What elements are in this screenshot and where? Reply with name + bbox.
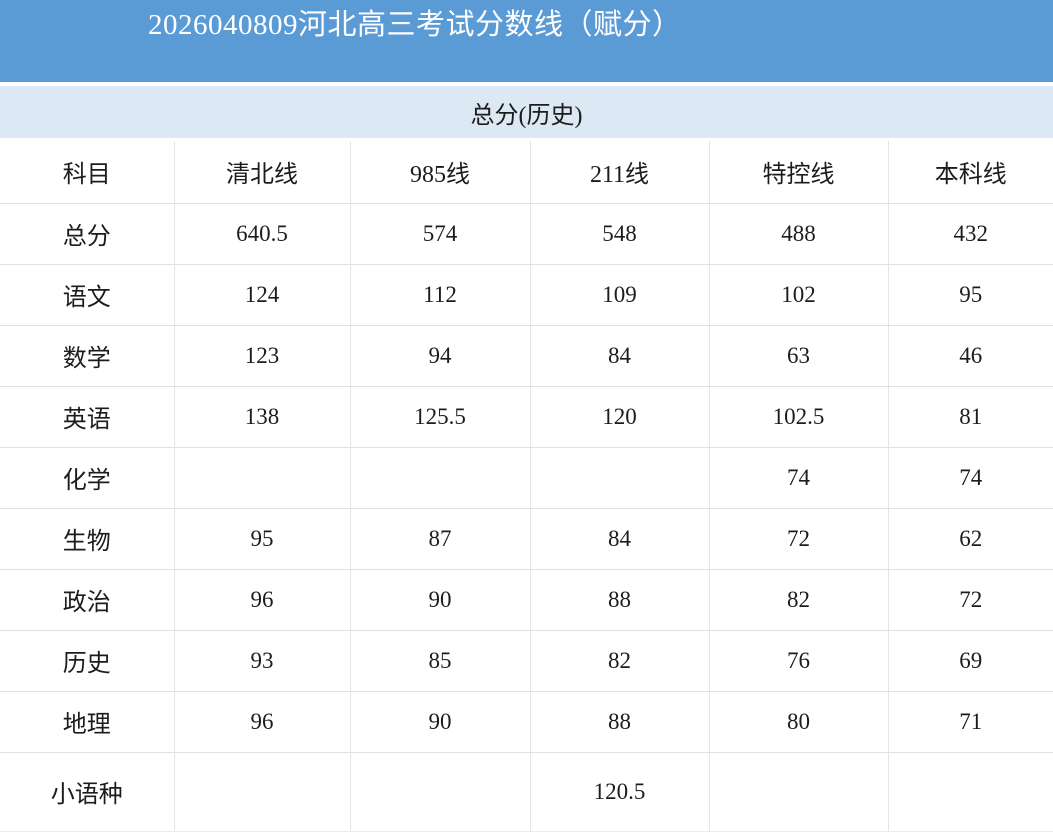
score-cell: 88	[530, 691, 710, 753]
score-cell: 94	[350, 325, 531, 387]
score-cell: 84	[530, 508, 710, 570]
table-row: 地理 96 90 88 80 71	[0, 691, 1053, 753]
score-cell: 640.5	[174, 203, 351, 265]
category-banner: 总分(历史)	[0, 86, 1053, 138]
score-cell: 123	[174, 325, 351, 387]
table-row: 数学 123 94 84 63 46	[0, 325, 1053, 387]
table-row: 小语种 120.5	[0, 752, 1053, 832]
score-table: 科目 清北线 985线 211线 特控线 本科线 总分 640.5 574 548 488 432 语…	[0, 141, 1053, 832]
score-cell: 93	[174, 630, 351, 692]
score-cell: 85	[350, 630, 531, 692]
score-cell: 125.5	[350, 386, 531, 448]
score-cell: 46	[888, 325, 1053, 387]
score-cell: 120.5	[530, 752, 710, 832]
column-header: 科目	[0, 141, 175, 204]
score-cell	[888, 752, 1053, 832]
header-row: 科目 清北线 985线 211线 特控线 本科线	[0, 141, 1053, 204]
subject-cell: 语文	[0, 264, 175, 326]
score-cell	[709, 752, 889, 832]
score-cell: 72	[888, 569, 1053, 631]
score-cell: 102.5	[709, 386, 889, 448]
table-body: 总分 640.5 574 548 488 432 语文 124 112 109 102 95 数学 123…	[0, 203, 1053, 832]
score-cell: 96	[174, 691, 351, 753]
table-row: 英语 138 125.5 120 102.5 81	[0, 386, 1053, 448]
score-cell: 76	[709, 630, 889, 692]
score-cell: 82	[530, 630, 710, 692]
score-cell	[174, 752, 351, 832]
score-cell	[174, 447, 351, 509]
table-row: 化学 74 74	[0, 447, 1053, 509]
score-cell: 62	[888, 508, 1053, 570]
score-cell: 87	[350, 508, 531, 570]
subject-cell: 数学	[0, 325, 175, 387]
score-cell	[350, 752, 531, 832]
score-cell: 109	[530, 264, 710, 326]
subject-cell: 化学	[0, 447, 175, 509]
column-header: 特控线	[709, 141, 889, 204]
score-cell: 95	[174, 508, 351, 570]
score-cell: 63	[709, 325, 889, 387]
score-cell: 90	[350, 691, 531, 753]
subject-cell: 英语	[0, 386, 175, 448]
column-header: 本科线	[888, 141, 1053, 204]
table-row: 生物 95 87 84 72 62	[0, 508, 1053, 570]
score-cell: 71	[888, 691, 1053, 753]
subject-cell: 政治	[0, 569, 175, 631]
column-header: 211线	[530, 141, 710, 204]
page-title: 2026040809河北高三考试分数线（赋分）	[148, 9, 682, 41]
score-cell: 69	[888, 630, 1053, 692]
score-cell: 74	[888, 447, 1053, 509]
score-cell: 84	[530, 325, 710, 387]
score-cell: 95	[888, 264, 1053, 326]
score-cell: 432	[888, 203, 1053, 265]
score-cell: 96	[174, 569, 351, 631]
score-cell: 88	[530, 569, 710, 631]
title-bar: 2026040809河北高三考试分数线（赋分）	[0, 0, 1053, 82]
score-cell: 82	[709, 569, 889, 631]
score-cell: 112	[350, 264, 531, 326]
subject-cell: 地理	[0, 691, 175, 753]
score-cell: 574	[350, 203, 531, 265]
column-header: 清北线	[174, 141, 351, 204]
score-cell: 90	[350, 569, 531, 631]
score-cell: 102	[709, 264, 889, 326]
score-cell: 120	[530, 386, 710, 448]
score-cell: 72	[709, 508, 889, 570]
score-cell: 124	[174, 264, 351, 326]
table-head: 科目 清北线 985线 211线 特控线 本科线	[0, 141, 1053, 204]
subject-cell: 总分	[0, 203, 175, 265]
table-row: 历史 93 85 82 76 69	[0, 630, 1053, 692]
subject-cell: 小语种	[0, 752, 175, 832]
score-cell: 74	[709, 447, 889, 509]
category-banner-label: 总分(历史)	[470, 102, 583, 129]
score-cell: 81	[888, 386, 1053, 448]
score-cell: 80	[709, 691, 889, 753]
score-cell	[350, 447, 531, 509]
table-row: 总分 640.5 574 548 488 432	[0, 203, 1053, 265]
score-cell: 548	[530, 203, 710, 265]
score-cell: 138	[174, 386, 351, 448]
table-row: 语文 124 112 109 102 95	[0, 264, 1053, 326]
score-cell	[530, 447, 710, 509]
column-header: 985线	[350, 141, 531, 204]
subject-cell: 生物	[0, 508, 175, 570]
score-cell: 488	[709, 203, 889, 265]
table-row: 政治 96 90 88 82 72	[0, 569, 1053, 631]
subject-cell: 历史	[0, 630, 175, 692]
